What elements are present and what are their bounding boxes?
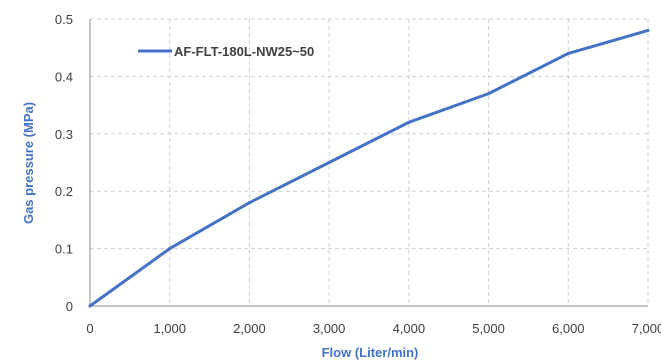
y-axis-title: Gas pressure (MPa): [21, 102, 36, 224]
data-point: [88, 304, 92, 308]
data-point: [566, 51, 570, 55]
y-tick-label: 0.3: [55, 127, 73, 142]
data-point: [407, 120, 411, 124]
x-tick-label: 0: [86, 321, 93, 336]
series-group: [88, 28, 650, 308]
x-tick-label: 1,000: [153, 321, 186, 336]
data-point: [247, 201, 251, 205]
data-point: [168, 247, 172, 251]
legend-label: AF-FLT-180L-NW25~50: [174, 44, 314, 59]
y-tick-labels: 0 0.1 0.2 0.3 0.4 0.5: [55, 12, 73, 314]
data-point: [327, 161, 331, 164]
x-tick-labels: 0 1,000 2,000 3,000 4,000 5,000 6,000 7,000: [86, 321, 661, 336]
y-tick-label: 0.2: [55, 184, 73, 199]
x-tick-label: 4,000: [393, 321, 426, 336]
data-point: [487, 92, 491, 96]
legend: AF-FLT-180L-NW25~50: [138, 44, 314, 59]
y-tick-label: 0.1: [55, 242, 73, 257]
y-tick-label: 0.4: [55, 69, 73, 84]
x-axis-title: Flow (Liter/min): [322, 345, 419, 360]
series-line: [88, 28, 650, 308]
x-tick-label: 6,000: [552, 321, 585, 336]
x-tick-label: 3,000: [313, 321, 346, 336]
grid: [90, 18, 649, 306]
axes: [89, 19, 648, 307]
x-tick-label: 7,000: [632, 321, 661, 336]
x-tick-label: 2,000: [233, 321, 266, 336]
x-tick-label: 5,000: [472, 321, 505, 336]
y-tick-label: 0.5: [55, 12, 73, 27]
y-tick-label: 0: [66, 299, 73, 314]
data-point: [646, 28, 650, 32]
